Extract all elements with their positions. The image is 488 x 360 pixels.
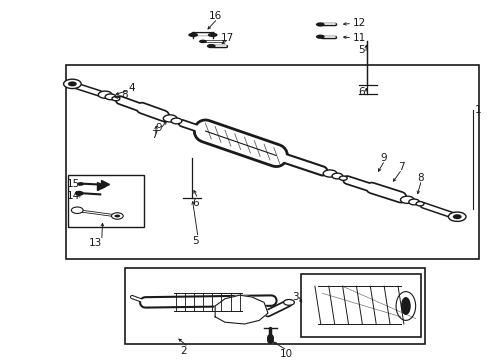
Text: 14: 14 bbox=[66, 191, 80, 201]
Text: 3: 3 bbox=[292, 292, 299, 302]
Ellipse shape bbox=[199, 40, 206, 43]
Text: 5: 5 bbox=[192, 236, 199, 246]
Ellipse shape bbox=[400, 196, 413, 203]
Ellipse shape bbox=[112, 96, 120, 101]
Text: 5: 5 bbox=[358, 45, 365, 55]
Text: 11: 11 bbox=[352, 33, 366, 43]
Ellipse shape bbox=[315, 35, 324, 39]
Text: 10: 10 bbox=[279, 348, 292, 359]
Ellipse shape bbox=[331, 173, 342, 179]
Text: 9: 9 bbox=[380, 153, 386, 163]
Bar bbox=[66, 65, 478, 259]
Text: 8: 8 bbox=[416, 173, 423, 183]
Text: 12: 12 bbox=[352, 18, 366, 28]
Text: 4: 4 bbox=[128, 83, 135, 93]
Text: 6: 6 bbox=[192, 198, 199, 208]
Text: 7: 7 bbox=[150, 130, 157, 140]
Ellipse shape bbox=[283, 300, 294, 305]
Ellipse shape bbox=[339, 176, 346, 180]
Text: 9: 9 bbox=[155, 123, 162, 133]
Ellipse shape bbox=[63, 79, 81, 89]
Ellipse shape bbox=[75, 191, 83, 196]
Ellipse shape bbox=[323, 170, 336, 177]
Ellipse shape bbox=[400, 297, 410, 315]
Ellipse shape bbox=[207, 33, 217, 37]
Text: 1: 1 bbox=[474, 105, 481, 115]
Bar bbox=[124, 268, 425, 344]
Ellipse shape bbox=[111, 213, 123, 219]
Ellipse shape bbox=[105, 94, 116, 100]
Text: 13: 13 bbox=[88, 238, 102, 248]
Text: 17: 17 bbox=[220, 33, 234, 43]
Text: 6: 6 bbox=[358, 87, 365, 97]
Text: 15: 15 bbox=[66, 179, 80, 189]
Ellipse shape bbox=[71, 207, 83, 213]
Text: 7: 7 bbox=[397, 162, 404, 172]
Ellipse shape bbox=[171, 118, 182, 124]
Text: 16: 16 bbox=[208, 11, 222, 21]
Ellipse shape bbox=[77, 182, 84, 186]
Ellipse shape bbox=[98, 91, 112, 98]
Ellipse shape bbox=[206, 44, 215, 48]
Polygon shape bbox=[215, 295, 267, 324]
Ellipse shape bbox=[68, 81, 77, 86]
Ellipse shape bbox=[452, 214, 461, 219]
Ellipse shape bbox=[395, 292, 415, 320]
Text: 8: 8 bbox=[121, 90, 128, 100]
Ellipse shape bbox=[163, 115, 177, 122]
Ellipse shape bbox=[114, 215, 120, 217]
Ellipse shape bbox=[408, 199, 419, 205]
Ellipse shape bbox=[415, 202, 423, 206]
Ellipse shape bbox=[188, 33, 198, 37]
Text: 2: 2 bbox=[180, 346, 186, 356]
Bar bbox=[300, 274, 420, 337]
Ellipse shape bbox=[447, 212, 465, 221]
Bar bbox=[68, 175, 144, 227]
Ellipse shape bbox=[315, 22, 324, 27]
